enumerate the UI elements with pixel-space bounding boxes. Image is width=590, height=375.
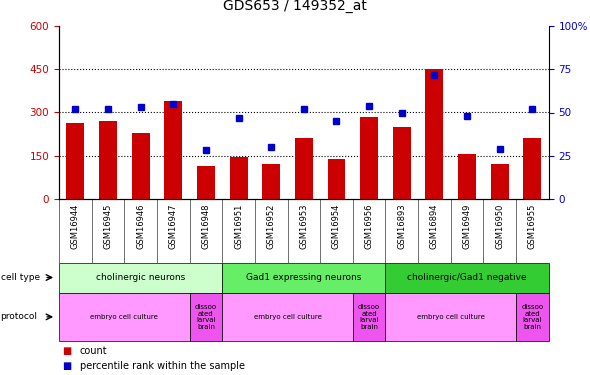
Text: protocol: protocol: [1, 312, 38, 321]
Text: GDS653 / 149352_at: GDS653 / 149352_at: [223, 0, 367, 13]
Text: ■: ■: [62, 346, 71, 356]
Bar: [295, 138, 313, 199]
Bar: [393, 127, 411, 199]
Text: GSM16956: GSM16956: [365, 204, 373, 249]
Bar: [189, 292, 222, 341]
Bar: [491, 164, 509, 199]
Text: GSM16945: GSM16945: [103, 204, 113, 249]
Text: GSM16944: GSM16944: [71, 204, 80, 249]
Text: count: count: [80, 346, 107, 356]
Bar: [59, 292, 189, 341]
Bar: [262, 164, 280, 199]
Bar: [327, 159, 346, 199]
Text: ■: ■: [62, 360, 71, 370]
Text: dissoo
ated
larval
brain: dissoo ated larval brain: [522, 304, 543, 330]
Text: GSM16950: GSM16950: [495, 204, 504, 249]
Text: embryo cell culture: embryo cell culture: [417, 314, 485, 320]
Bar: [523, 138, 542, 199]
Text: Gad1 expressing neurons: Gad1 expressing neurons: [246, 273, 362, 282]
Text: dissoo
ated
larval
brain: dissoo ated larval brain: [195, 304, 217, 330]
Text: percentile rank within the sample: percentile rank within the sample: [80, 360, 245, 370]
Text: embryo cell culture: embryo cell culture: [254, 314, 322, 320]
Bar: [222, 292, 353, 341]
Bar: [132, 133, 150, 199]
Bar: [99, 121, 117, 199]
Bar: [353, 292, 385, 341]
Bar: [197, 166, 215, 199]
Text: dissoo
ated
larval
brain: dissoo ated larval brain: [358, 304, 380, 330]
Bar: [458, 154, 476, 199]
Bar: [385, 292, 516, 341]
Bar: [425, 69, 444, 199]
Text: GSM16946: GSM16946: [136, 204, 145, 249]
Text: GSM16954: GSM16954: [332, 204, 341, 249]
Bar: [230, 157, 248, 199]
Text: GSM16893: GSM16893: [397, 204, 407, 249]
Bar: [385, 262, 549, 292]
Bar: [59, 262, 222, 292]
Text: embryo cell culture: embryo cell culture: [90, 314, 158, 320]
Text: GSM16953: GSM16953: [299, 204, 309, 249]
Text: cholinergic neurons: cholinergic neurons: [96, 273, 185, 282]
Bar: [516, 292, 549, 341]
Text: GSM16951: GSM16951: [234, 204, 243, 249]
Bar: [360, 117, 378, 199]
Text: GSM16955: GSM16955: [528, 204, 537, 249]
Text: cell type: cell type: [1, 273, 40, 282]
Text: GSM16952: GSM16952: [267, 204, 276, 249]
Text: GSM16894: GSM16894: [430, 204, 439, 249]
Text: GSM16948: GSM16948: [201, 204, 211, 249]
Bar: [66, 123, 84, 199]
Text: GSM16949: GSM16949: [463, 204, 471, 249]
Text: GSM16947: GSM16947: [169, 204, 178, 249]
Text: cholinergic/Gad1 negative: cholinergic/Gad1 negative: [407, 273, 527, 282]
Bar: [222, 262, 385, 292]
Bar: [164, 101, 182, 199]
